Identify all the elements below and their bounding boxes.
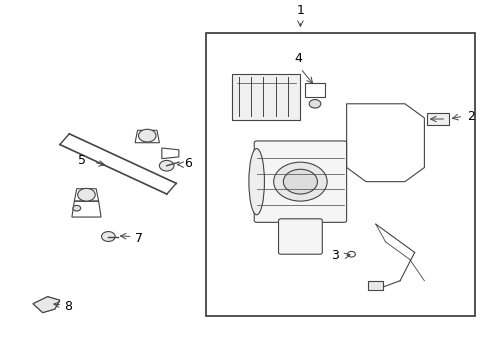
Text: 6: 6 bbox=[183, 157, 191, 170]
Circle shape bbox=[273, 162, 326, 201]
Ellipse shape bbox=[248, 149, 264, 215]
FancyBboxPatch shape bbox=[254, 141, 346, 222]
Polygon shape bbox=[33, 297, 60, 312]
Text: 4: 4 bbox=[293, 52, 301, 65]
Bar bbox=[426, 113, 448, 125]
Text: 3: 3 bbox=[331, 249, 339, 262]
Circle shape bbox=[73, 205, 81, 211]
Circle shape bbox=[283, 169, 317, 194]
Text: 7: 7 bbox=[135, 232, 143, 245]
Circle shape bbox=[78, 188, 95, 201]
Bar bbox=[205, 33, 474, 316]
Circle shape bbox=[308, 99, 320, 108]
FancyBboxPatch shape bbox=[278, 219, 322, 254]
Circle shape bbox=[102, 231, 115, 242]
Circle shape bbox=[159, 161, 174, 171]
Circle shape bbox=[138, 129, 156, 142]
Text: 2: 2 bbox=[466, 110, 474, 123]
Bar bbox=[305, 82, 324, 97]
Bar bbox=[368, 281, 382, 289]
Text: 8: 8 bbox=[64, 300, 72, 313]
Text: 1: 1 bbox=[296, 4, 304, 17]
Bar bbox=[232, 74, 300, 120]
Text: 5: 5 bbox=[78, 154, 86, 167]
